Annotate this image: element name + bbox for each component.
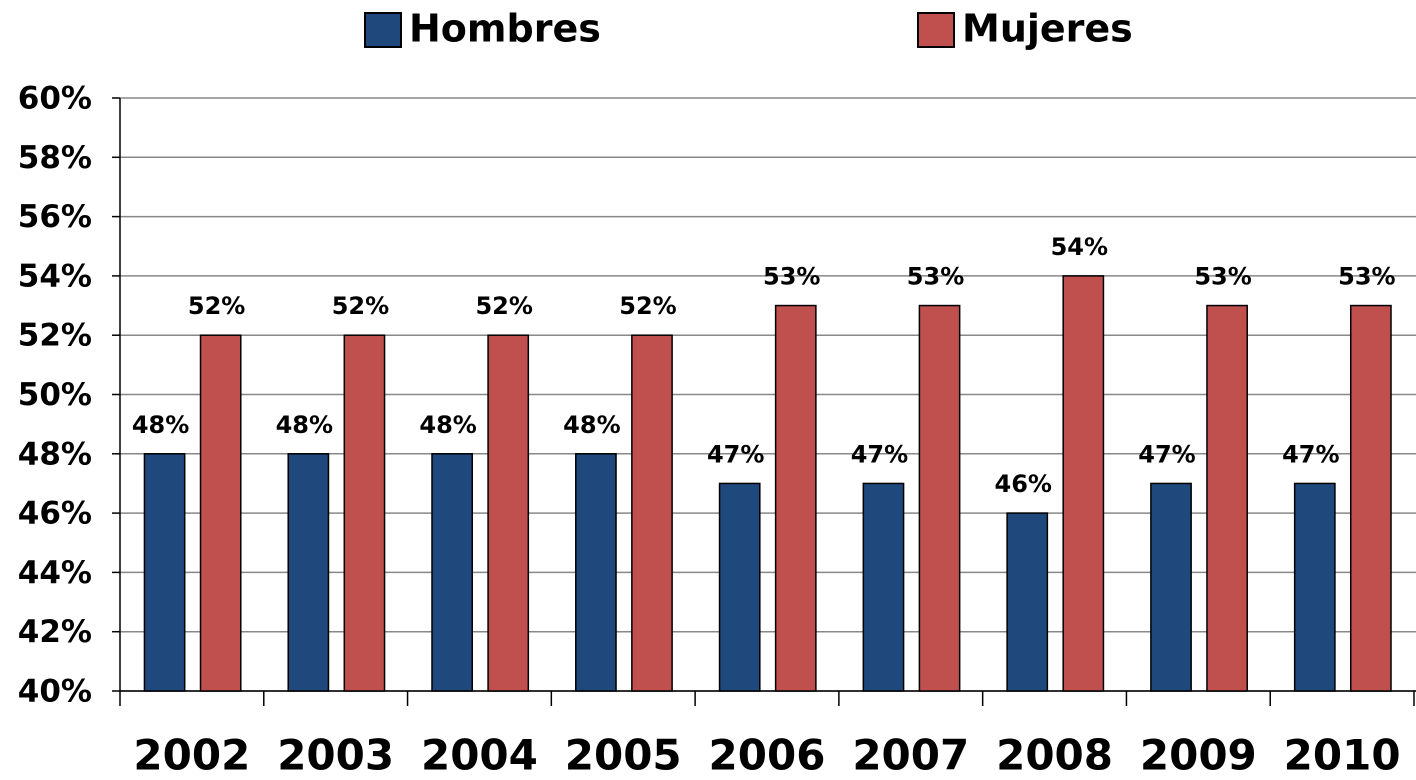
bar (718, 482, 761, 692)
y-tick-label: 52% (18, 318, 92, 354)
bar (343, 334, 386, 692)
bar (143, 453, 186, 692)
y-tick-label: 56% (18, 199, 92, 235)
y-tick-label: 50% (18, 377, 92, 413)
data-label: 52% (188, 292, 245, 320)
x-tick-label: 2005 (565, 731, 682, 780)
bar (1206, 304, 1248, 692)
data-label: 53% (763, 263, 820, 291)
y-tick-label: 58% (18, 140, 92, 176)
y-tick-label: 54% (18, 258, 92, 294)
x-tick-label: 2004 (421, 731, 538, 780)
bar (1150, 482, 1192, 692)
x-tick-label: 2010 (1284, 731, 1401, 780)
data-label: 53% (907, 263, 964, 291)
bar (575, 453, 617, 692)
data-label: 53% (1338, 263, 1395, 291)
data-label: 54% (1051, 233, 1108, 261)
y-tick-label: 46% (18, 496, 92, 532)
data-label: 48% (563, 411, 620, 439)
bar (862, 482, 905, 692)
bar (199, 334, 242, 692)
bar (287, 453, 330, 692)
bar (487, 334, 530, 692)
y-tick-label: 42% (18, 614, 92, 650)
data-label: 52% (619, 292, 676, 320)
data-label: 47% (851, 440, 908, 468)
data-label: 46% (995, 470, 1052, 498)
y-tick-label: 48% (18, 436, 92, 472)
bar (1006, 512, 1049, 692)
y-tick-label: 60% (18, 81, 92, 117)
data-label: 52% (332, 292, 389, 320)
x-tick-label: 2007 (852, 731, 969, 780)
data-label: 47% (1138, 440, 1195, 468)
x-tick-label: 2002 (133, 731, 250, 780)
data-label: 47% (1282, 440, 1339, 468)
bar (918, 304, 961, 692)
y-tick-label: 44% (18, 555, 92, 591)
x-tick-label: 2003 (277, 731, 394, 780)
legend-swatch (364, 12, 402, 48)
data-label: 53% (1194, 263, 1251, 291)
legend-swatch (917, 12, 955, 48)
data-label: 52% (475, 292, 532, 320)
x-tick-label: 2009 (1140, 731, 1257, 780)
data-label: 48% (276, 411, 333, 439)
data-label: 48% (132, 411, 189, 439)
bar (774, 304, 817, 692)
bar (631, 334, 673, 692)
y-tick-label: 40% (18, 674, 92, 710)
x-tick-label: 2006 (709, 731, 826, 780)
bar (431, 453, 474, 692)
data-label: 47% (707, 440, 764, 468)
legend-label: Mujeres (962, 7, 1133, 51)
bar (1293, 482, 1336, 692)
bar (1349, 304, 1392, 692)
bar (1062, 275, 1105, 692)
x-tick-label: 2008 (996, 731, 1113, 780)
legend-label: Hombres (409, 7, 601, 51)
data-label: 48% (419, 411, 476, 439)
